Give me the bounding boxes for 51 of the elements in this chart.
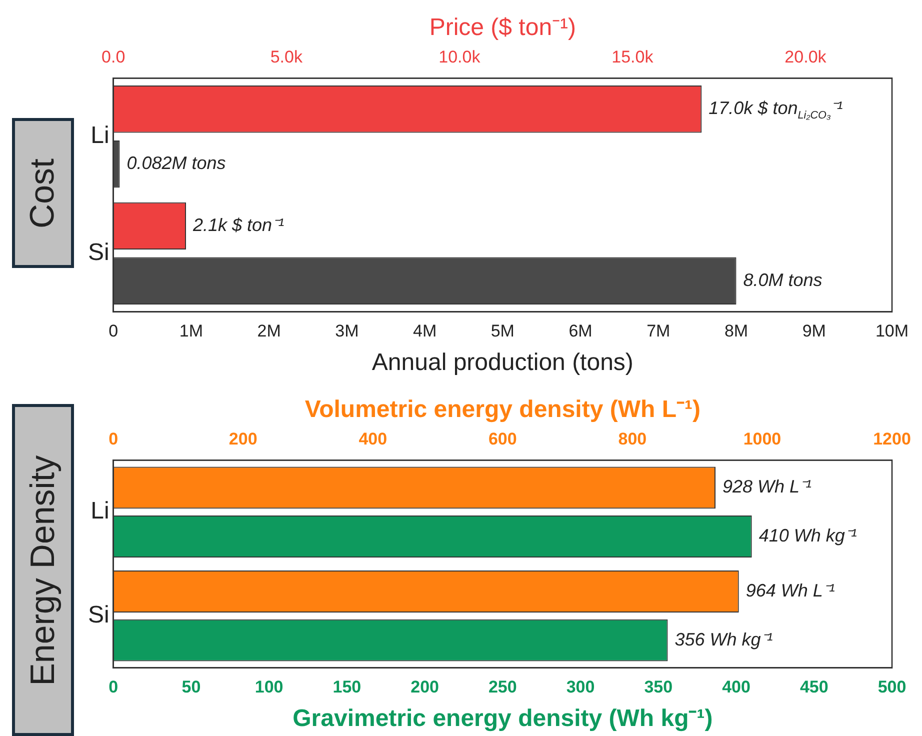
y-tick-label: Si (88, 602, 110, 629)
x-tick-label: 8M (724, 322, 748, 341)
x-tick-label: 250 (488, 678, 517, 697)
data-label: 928 Wh L⁻¹ (722, 476, 812, 497)
x2-tick-label: 15.0k (612, 48, 654, 67)
x-tick-label: 150 (332, 678, 362, 697)
data-label: 8.0M tons (743, 270, 822, 290)
data-label: 0.082M tons (126, 153, 226, 174)
x-tick-label: 300 (566, 678, 595, 697)
data-label: 2.1k $ ton⁻¹ (192, 214, 284, 235)
x-tick-label: 500 (878, 678, 906, 697)
y-tick-label: Si (88, 239, 110, 266)
x-tick-label: 2M (257, 322, 281, 341)
y-tick-label: Li (90, 498, 110, 525)
x-tick-label: 350 (644, 678, 673, 697)
x2-tick-label: 400 (358, 430, 388, 449)
x-tick-label: 10M (875, 322, 909, 341)
x2-tick-label: 5.0k (270, 48, 303, 67)
text: Energy Density (24, 454, 62, 686)
data-label: 964 Wh L⁻¹ (746, 580, 835, 601)
x-tick-label: 7M (646, 322, 670, 341)
x-axis-title: Annual production (tons) (372, 349, 634, 376)
x2-axis-title: Price ($ ton⁻¹) (429, 14, 576, 42)
x2-tick-label: 1000 (743, 430, 782, 449)
x2-tick-label: 0.0 (102, 48, 126, 67)
x-tick-label: 400 (722, 678, 750, 697)
x-tick-label: 4M (412, 322, 437, 341)
x-tick-label: 100 (254, 678, 284, 697)
x2-tick-label: 1200 (873, 430, 911, 449)
data-label: 410 Wh kg⁻¹ (758, 525, 857, 546)
x-tick-label: 9M (802, 322, 826, 341)
x-tick-label: 6M (568, 322, 592, 341)
x2-tick-label: 600 (488, 430, 517, 449)
y-tick-label: Li (90, 122, 110, 150)
x2-tick-label: 20.0k (784, 48, 827, 67)
x2-tick-label: 200 (228, 430, 258, 449)
x-tick-label: 1M (179, 322, 204, 341)
x-tick-label: 200 (410, 678, 439, 697)
x-tick-label: 5M (490, 322, 514, 341)
x2-tick-label: 10.0k (438, 48, 481, 67)
x2-axis-title: Volumetric energy density (Wh L⁻¹) (304, 396, 700, 424)
x-tick-label: 0 (108, 322, 118, 341)
x2-tick-label: 0 (108, 430, 118, 449)
x-tick-label: 0 (108, 678, 118, 697)
data-label: 356 Wh kg⁻¹ (674, 629, 773, 650)
x-tick-label: 3M (335, 322, 359, 341)
x2-tick-label: 800 (618, 430, 647, 449)
x-tick-label: 50 (182, 678, 201, 697)
x-tick-label: 450 (800, 678, 828, 697)
text: Cost (24, 158, 62, 228)
x-axis-title: Gravimetric energy density (Wh kg⁻¹) (292, 705, 713, 732)
